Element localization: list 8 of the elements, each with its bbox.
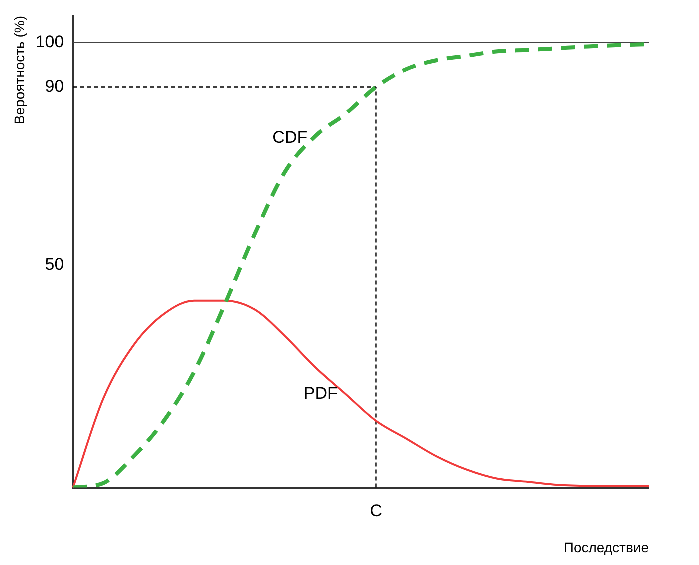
y-tick-label: 100: [36, 32, 64, 52]
series-label: PDF: [304, 384, 338, 404]
x-axis-title: Последствие: [564, 539, 650, 556]
y-axis-title: Вероятность (%): [11, 16, 28, 125]
y-tick-label: 90: [45, 76, 64, 96]
x-tick-label: C: [370, 502, 382, 521]
y-tick-label: 50: [45, 254, 64, 274]
series-label: CDF: [272, 128, 308, 147]
